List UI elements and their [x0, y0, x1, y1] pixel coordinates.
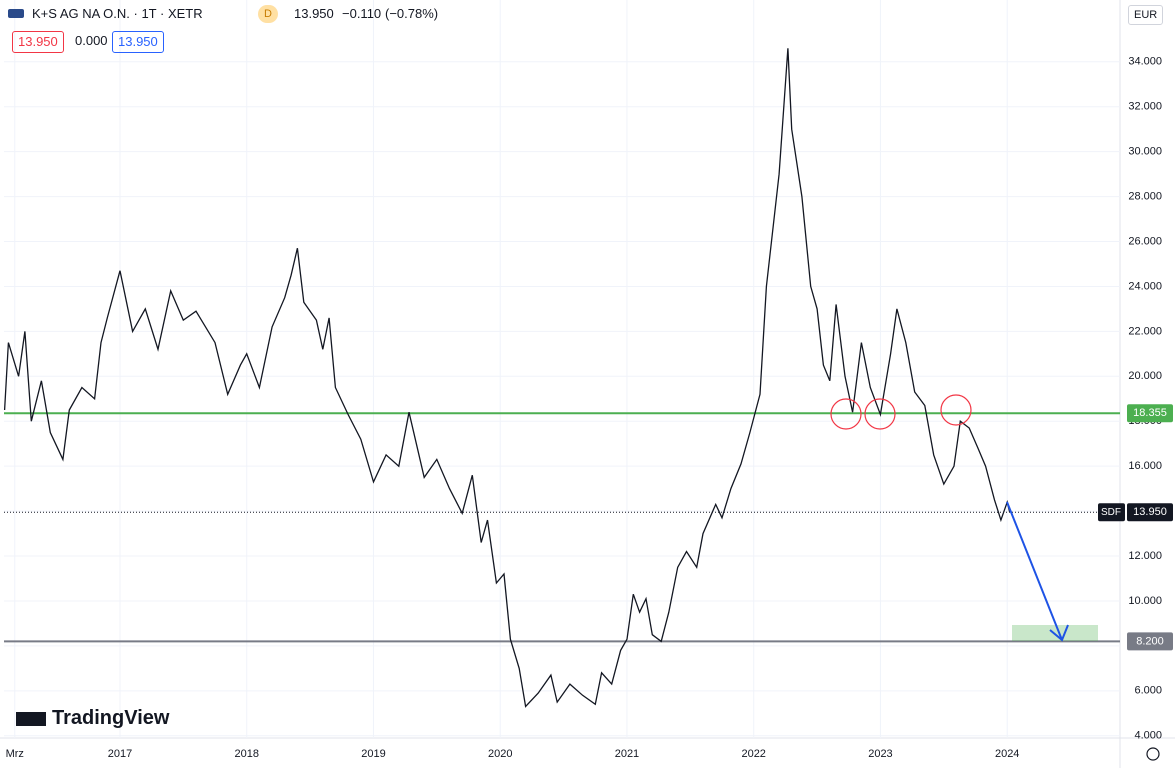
price-label: 8.200 [1136, 635, 1164, 647]
x-tick-label: 2024 [995, 748, 1019, 760]
arrow [1006, 501, 1063, 641]
x-tick-label: 2017 [108, 748, 132, 760]
change-pct: (−0.78%) [385, 6, 439, 21]
currency[interactable]: EUR [1128, 5, 1164, 25]
y-tick-label: 16.000 [1128, 460, 1162, 472]
x-tick-label: Mrz [6, 748, 24, 760]
price-label: 13.950 [1133, 506, 1167, 518]
y-tick-label: 10.000 [1128, 595, 1162, 607]
x-tick-label: 2023 [868, 748, 892, 760]
annotation-circle [940, 394, 972, 426]
annotation-circle [830, 398, 862, 430]
plot-area [4, 0, 1120, 738]
symbol-icon [8, 6, 24, 21]
price-label-box [1127, 404, 1173, 423]
y-tick-label: 28.000 [1128, 190, 1162, 202]
logo-text: TradingView [52, 707, 170, 729]
change: −0.110 [342, 6, 382, 21]
input-box[interactable]: 13.950 [112, 31, 164, 53]
symbol[interactable]: K+S AG NA O.N. · 1T · XETR [32, 6, 203, 21]
last-price: 13.950 [294, 6, 334, 21]
x-tick-label: 2018 [234, 748, 258, 760]
tag-label: SDF [1101, 507, 1121, 518]
y-tick-label: 24.000 [1128, 280, 1162, 292]
y-tick-label: 32.000 [1128, 101, 1162, 113]
x-tick-label: 2022 [741, 748, 765, 760]
x-tick-label: 2019 [361, 748, 385, 760]
y-tick-label: 20.000 [1128, 370, 1162, 382]
y-tick-label: 30.000 [1128, 146, 1162, 158]
y-tick-label: 4.000 [1134, 730, 1162, 742]
input-box[interactable]: 0.000 [75, 33, 108, 48]
tag-box [1098, 503, 1125, 522]
logo: TradingView [16, 707, 169, 730]
input-box[interactable]: 13.950 [12, 31, 64, 53]
y-tick-label: 6.000 [1134, 685, 1162, 697]
annotation-circle [864, 398, 896, 430]
x-tick-label: 2020 [488, 748, 512, 760]
settings-icon[interactable] [1146, 747, 1160, 761]
y-tick-label: 22.000 [1128, 325, 1162, 337]
x-tick-label: 2021 [615, 748, 639, 760]
price-label: 18.355 [1133, 407, 1167, 419]
badge: D [258, 5, 278, 23]
y-tick-label: 12.000 [1128, 550, 1162, 562]
y-tick-label: 34.000 [1128, 56, 1162, 68]
price-label-box [1127, 632, 1173, 651]
price-line [3, 48, 1011, 708]
arrow-head [1049, 624, 1069, 642]
y-tick-label: 26.000 [1128, 235, 1162, 247]
price-label-box [1127, 503, 1173, 522]
